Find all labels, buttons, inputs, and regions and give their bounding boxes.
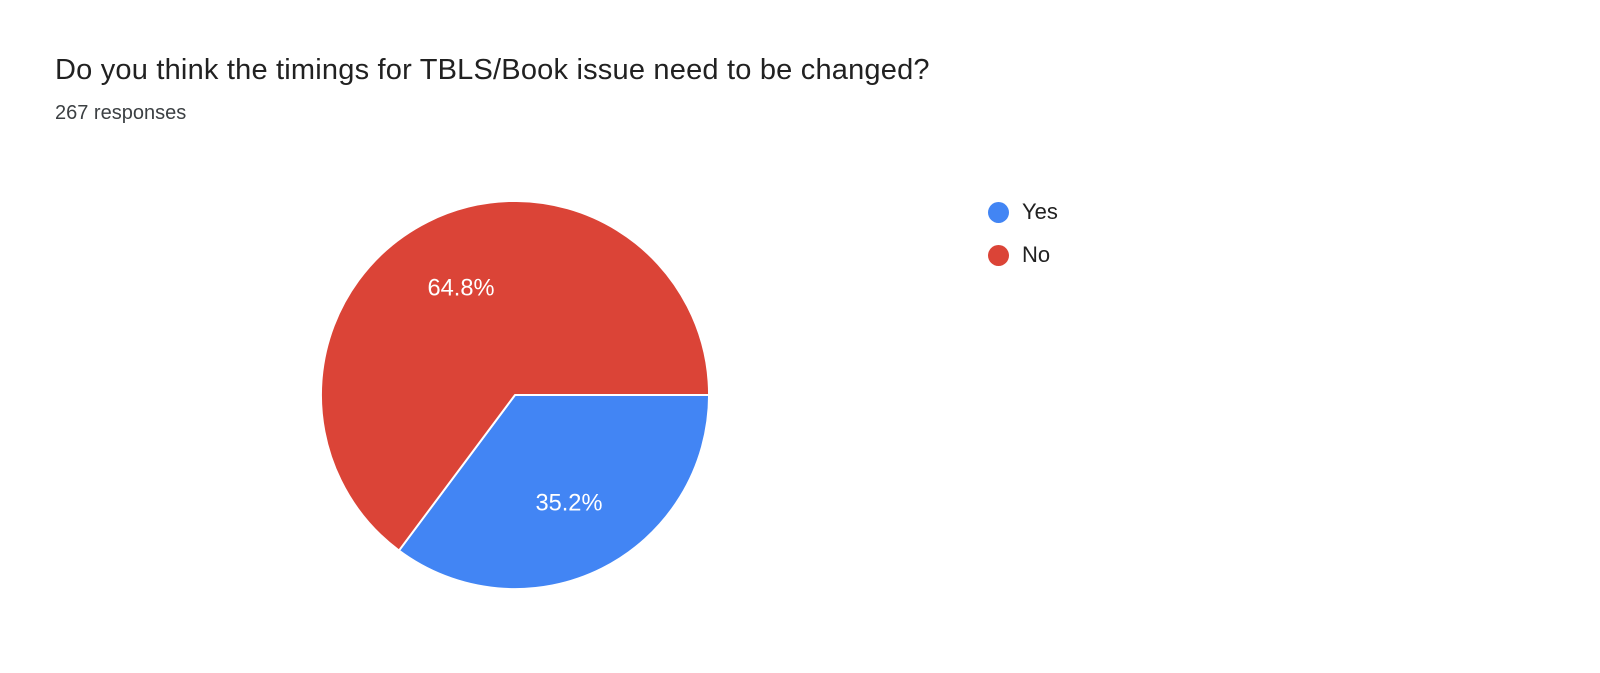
chart-header: Do you think the timings for TBLS/Book i… (55, 52, 930, 125)
pie-chart: 35.2% 64.8% (319, 200, 711, 591)
chart-legend: Yes No (988, 199, 1058, 285)
pie-slice-yes[interactable] (397, 394, 711, 591)
pie-slice-label-no: 64.8% (428, 275, 495, 301)
legend-item-yes: Yes (988, 199, 1058, 225)
pie-chart-area: 35.2% 64.8% Yes No (0, 170, 1600, 630)
legend-swatch-no (988, 244, 1009, 266)
legend-swatch-yes (988, 201, 1009, 223)
legend-label-yes: Yes (1022, 199, 1058, 224)
legend-label-no: No (1022, 242, 1051, 267)
legend-item-no: No (988, 242, 1058, 268)
response-count: 267 responses (55, 102, 187, 125)
question-title: Do you think the timings for TBLS/Book i… (55, 54, 930, 86)
pie-slice-no[interactable] (319, 200, 711, 552)
pie-slice-label-yes: 35.2% (535, 490, 602, 516)
